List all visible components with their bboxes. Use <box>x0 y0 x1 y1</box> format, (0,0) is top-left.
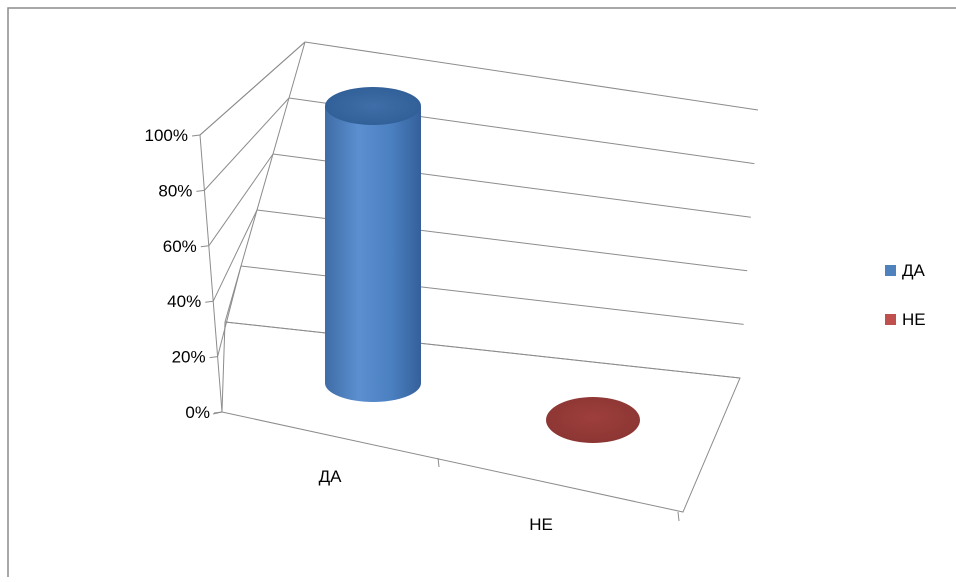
y-tick-label: 0% <box>185 403 210 422</box>
bar-top-ne <box>546 397 640 443</box>
y-tick-label: 100% <box>145 126 188 145</box>
legend-swatch-ne <box>885 314 896 325</box>
gridline-back <box>240 265 744 325</box>
legend-label-ne: НЕ <box>902 310 926 329</box>
gridlines <box>199 41 759 413</box>
chart-border <box>7 7 956 577</box>
gridline-side <box>212 209 258 302</box>
y-tick-mark <box>196 189 205 192</box>
bars <box>325 87 640 443</box>
gridline-side <box>217 265 242 357</box>
gridline-side <box>199 41 306 136</box>
legend: ДА НЕ <box>885 261 926 329</box>
floor-edge <box>221 321 741 513</box>
plot-walls <box>199 41 741 513</box>
gridline-side <box>204 97 290 191</box>
gridline-side <box>221 321 226 413</box>
x-tick-mark <box>437 457 440 468</box>
y-tick-label: 60% <box>163 237 197 256</box>
gridline-back <box>224 321 741 379</box>
y-tick-label: 20% <box>172 348 206 367</box>
bar-top-da <box>325 87 421 125</box>
y-tick-mark <box>213 411 223 414</box>
gridline-side <box>208 153 274 247</box>
gridline-back <box>304 41 759 111</box>
y-axis-ticks: 0% 20% 40% 60% 80% 100% <box>145 126 223 422</box>
legend-swatch-da <box>885 265 896 276</box>
x-tick-label: ДА <box>319 467 343 486</box>
y-tick-label: 40% <box>167 292 201 311</box>
y-tick-mark <box>209 356 218 359</box>
x-tick-mark <box>677 511 680 522</box>
legend-label-da: ДА <box>902 261 926 280</box>
bar-body-da <box>325 106 421 402</box>
y-tick-mark <box>200 245 209 248</box>
x-axis-ticks: ДА НЕ <box>319 457 680 534</box>
y-tick-mark <box>205 300 214 303</box>
y-tick-label: 80% <box>158 181 192 200</box>
y-tick-mark <box>191 134 201 137</box>
x-tick-label: НЕ <box>529 515 553 534</box>
